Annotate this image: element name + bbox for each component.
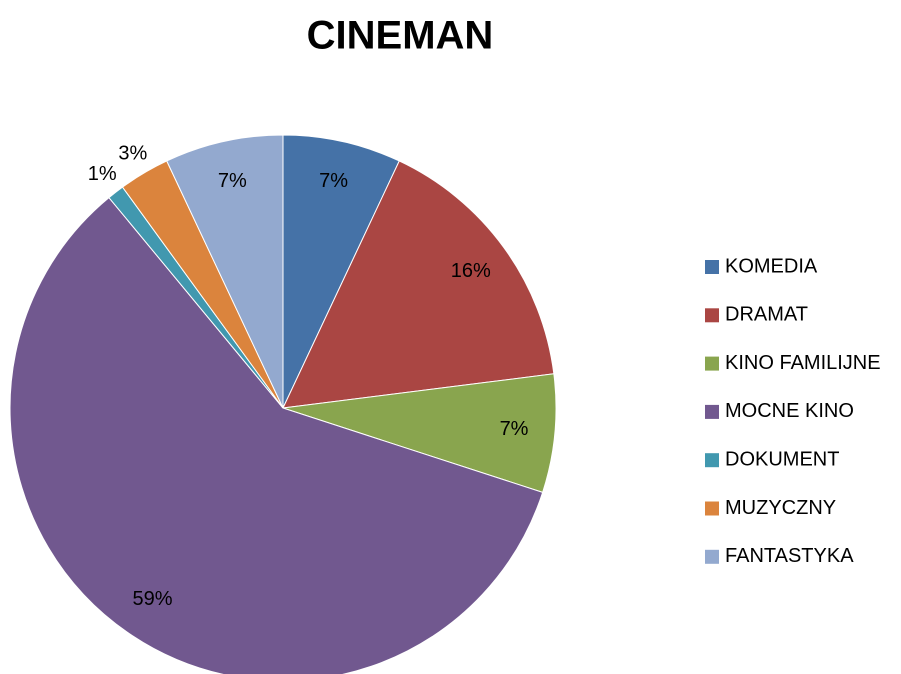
data-label: 7% [319, 170, 348, 192]
legend-label: MOCNE KINO [725, 400, 854, 422]
data-label: 16% [451, 260, 491, 282]
pie-slice [166, 134, 284, 409]
data-label: 59% [133, 588, 173, 610]
legend-swatch [705, 453, 719, 468]
legend-label: KOMEDIA [725, 255, 818, 277]
chart-title: CINEMAN [307, 14, 494, 58]
data-label: 7% [218, 170, 247, 192]
legend-label: FANTASTYKA [725, 545, 854, 567]
pie-slice [9, 196, 544, 674]
legend-swatch [705, 308, 719, 323]
legend-label: MUZYCZNY [725, 497, 836, 519]
legend-label: DRAMAT [725, 304, 808, 326]
data-label: 1% [88, 163, 117, 185]
legend-swatch [705, 404, 719, 419]
data-label: 7% [500, 418, 529, 440]
legend-swatch [705, 260, 719, 274]
pie-slice [282, 373, 557, 493]
legend-swatch [705, 549, 719, 564]
pie-slice [282, 134, 400, 409]
legend-swatch [705, 356, 719, 371]
data-label: 3% [118, 142, 147, 164]
pie-slice [282, 160, 555, 409]
legend-swatch [705, 501, 719, 516]
legend-label: DOKUMENT [725, 448, 839, 470]
legend-label: KINO FAMILIJNE [725, 352, 881, 374]
